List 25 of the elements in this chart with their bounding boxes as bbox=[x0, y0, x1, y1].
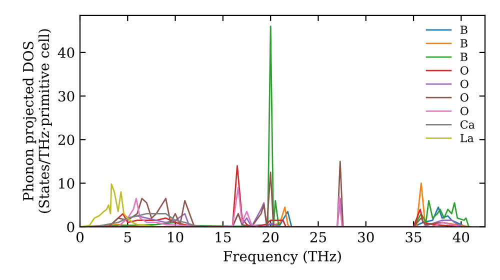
legend-label: O bbox=[460, 93, 468, 102]
legend-label: B bbox=[460, 39, 468, 48]
x-tick-label: 35 bbox=[406, 232, 422, 242]
y-tick-label: 10 bbox=[59, 178, 74, 189]
y-tick-label: 20 bbox=[58, 134, 74, 146]
legend-label: B bbox=[460, 26, 468, 34]
x-tick-label: 10 bbox=[168, 232, 184, 242]
x-axis-title: Frequency (THz) bbox=[224, 250, 341, 264]
legend-label: B bbox=[460, 52, 468, 61]
legend-label: La bbox=[460, 134, 474, 142]
x-tick-label: 15 bbox=[216, 232, 231, 242]
x-tick-label: 5 bbox=[124, 232, 131, 242]
y-tick-label: 40 bbox=[58, 47, 74, 58]
x-tick-label: 40 bbox=[452, 232, 470, 242]
legend-label: O bbox=[460, 66, 468, 75]
y-tick-label: 0 bbox=[67, 222, 74, 232]
x-tick-label: 20 bbox=[262, 232, 278, 242]
legend-label: O bbox=[460, 106, 468, 116]
x-tick-label: 0 bbox=[76, 232, 84, 242]
x-tick-label: 30 bbox=[358, 232, 374, 242]
y-axis-title: Phonon projected DOS (States/THz·primitive cell) bbox=[22, 29, 52, 213]
legend-label: O bbox=[460, 80, 468, 88]
legend-label: Ca bbox=[460, 120, 475, 129]
x-tick-label: 25 bbox=[310, 232, 326, 242]
y-tick-label: 30 bbox=[58, 91, 74, 102]
